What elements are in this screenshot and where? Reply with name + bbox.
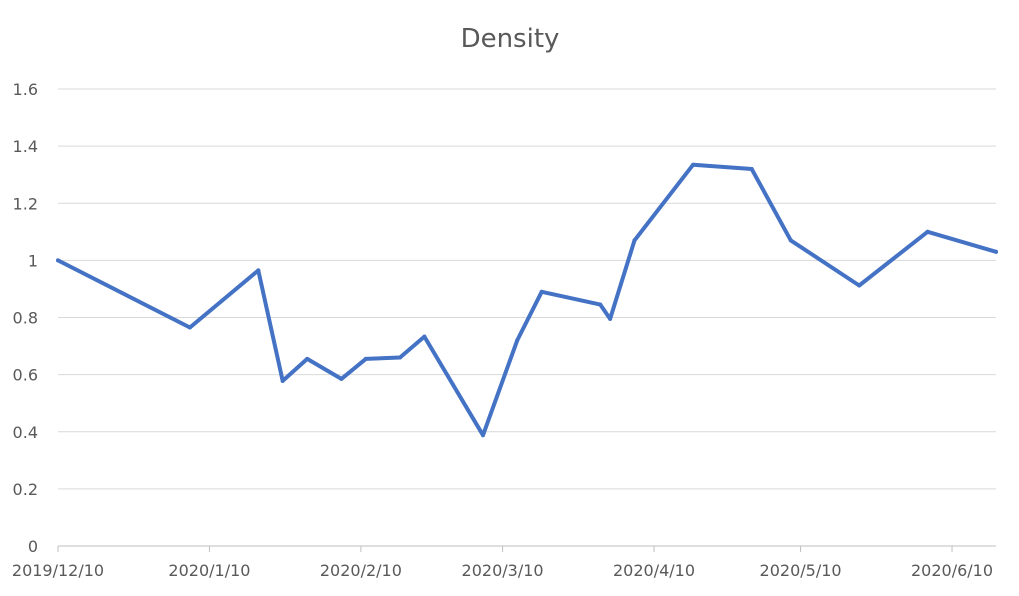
x-tick-label: 2020/5/10 [760, 561, 842, 580]
data-point [187, 325, 192, 330]
data-point [788, 238, 793, 243]
y-tick-label: 1.4 [13, 137, 38, 156]
chart-title: Density [461, 24, 560, 54]
data-point [280, 378, 285, 383]
data-point [691, 162, 696, 167]
y-tick-label: 0.8 [13, 309, 38, 328]
x-axis: 2019/12/10 2020/1/10 2020/2/10 2020/3/10 202… [12, 545, 996, 580]
gridlines [58, 88, 996, 490]
y-tick-label: 0 [28, 537, 38, 556]
data-point [632, 238, 637, 243]
x-tick-label: 2020/2/10 [320, 561, 402, 580]
data-point [481, 433, 485, 438]
data-point [539, 289, 544, 294]
data-point [339, 376, 344, 381]
x-tick-label: 2020/6/10 [911, 561, 993, 580]
data-point [363, 356, 368, 361]
y-tick-label: 1.6 [13, 80, 38, 99]
x-tick-label: 2020/3/10 [462, 561, 544, 580]
y-tick-label: 0.6 [13, 366, 38, 385]
series-layer [56, 162, 998, 438]
y-tick-label: 0.4 [13, 423, 38, 442]
data-point [994, 249, 998, 254]
y-tick-label: 0.2 [13, 480, 38, 499]
data-point [422, 334, 427, 339]
data-point [398, 355, 402, 360]
x-tick-label: 2020/4/10 [613, 561, 695, 580]
data-point [256, 268, 261, 273]
data-point [515, 338, 520, 343]
data-point [305, 356, 310, 361]
y-axis-tick-labels: 0 0.2 0.4 0.6 0.8 1 1.2 1.4 1.6 [13, 80, 38, 556]
y-tick-label: 1 [28, 251, 38, 270]
y-tick-label: 1.2 [13, 194, 38, 213]
data-point [608, 316, 613, 321]
x-tick-label: 2020/1/10 [168, 561, 250, 580]
data-point [749, 167, 754, 171]
x-tick-label: 2019/12/10 [12, 561, 104, 580]
data-point [925, 229, 930, 234]
data-point [598, 302, 603, 307]
data-point [857, 283, 862, 288]
data-point [56, 258, 60, 263]
density-series-line [56, 162, 998, 438]
